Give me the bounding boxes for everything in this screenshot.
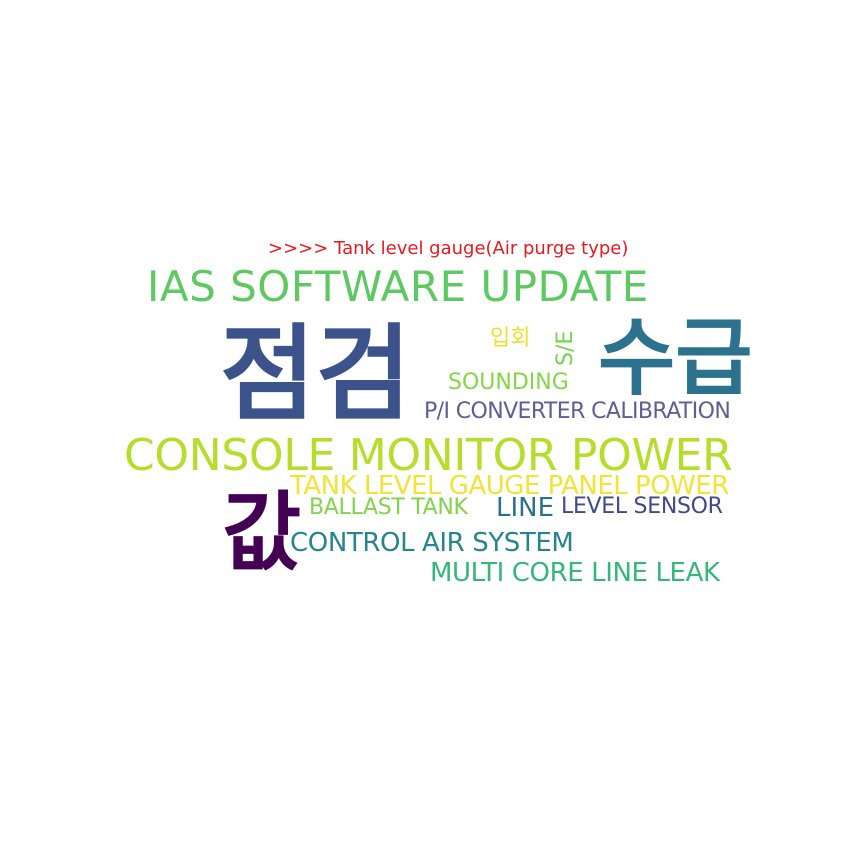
word-ias-software-update: IAS SOFTWARE UPDATE bbox=[147, 262, 649, 311]
cloud-title: >>>> Tank level gauge(Air purge type) bbox=[268, 238, 629, 259]
word-console-monitor-power: CONSOLE MONITOR POWER bbox=[124, 430, 733, 481]
word-pi-converter-calibration: P/I CONVERTER CALIBRATION bbox=[424, 399, 731, 424]
word-control-air-system: CONTROL AIR SYSTEM bbox=[290, 528, 574, 558]
word-se: S/E bbox=[553, 330, 578, 366]
word-sugeup: 수급 bbox=[598, 309, 753, 407]
word-line: LINE bbox=[496, 493, 555, 523]
word-multi-core-line-leak: MULTI CORE LINE LEAK bbox=[430, 558, 720, 588]
word-sounding: SOUNDING bbox=[448, 370, 569, 395]
word-level-sensor: LEVEL SENSOR bbox=[561, 494, 723, 519]
word-ipho: 입회 bbox=[490, 326, 531, 351]
word-gap: 값 bbox=[222, 483, 302, 583]
word-jeomgeom: 점검 bbox=[220, 313, 412, 435]
word-ballast-tank: BALLAST TANK bbox=[309, 495, 468, 520]
word-tank-level-gauge-panel-power: TANK LEVEL GAUGE PANEL POWER bbox=[290, 471, 729, 501]
